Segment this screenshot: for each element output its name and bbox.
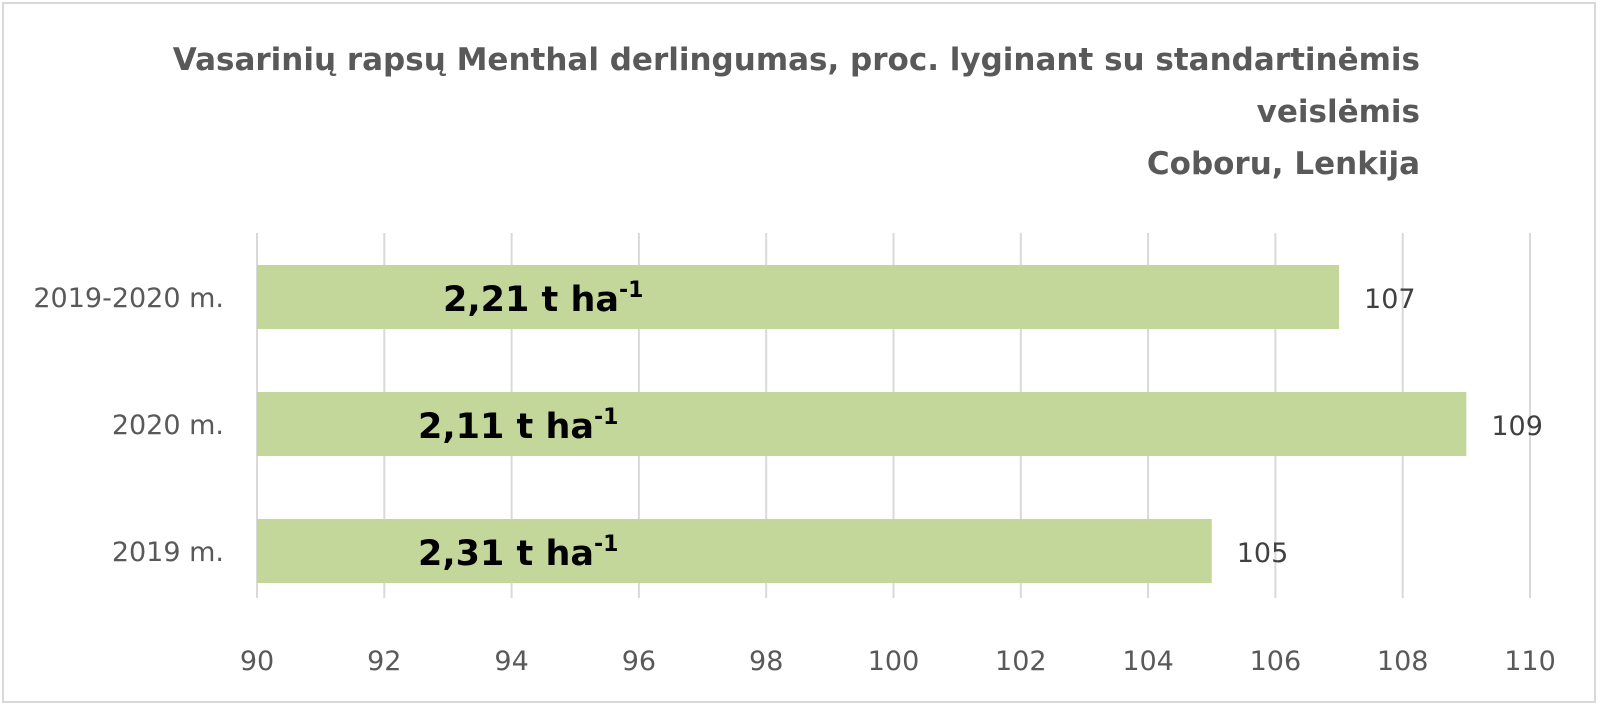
bar-annotation: 2,11 t ha-1 [418,405,618,447]
x-tick-label: 94 [494,646,528,677]
bar [257,519,1212,583]
x-tick-label: 110 [1504,646,1556,677]
x-tick-label: 100 [868,646,920,677]
data-label: 107 [1364,284,1416,315]
bar-annotation-main: 2,21 t ha [443,280,619,320]
x-tick-labels: 90 92 94 96 98 100 102 104 106 108 110 [240,646,1556,677]
category-label: 2019 m. [112,537,224,568]
chart-title-line-1: Vasarinių rapsų Menthal derlingumas, pro… [172,42,1420,78]
x-tick-label: 96 [622,646,656,677]
chart-title-line-3: Coboru, Lenkija [1146,146,1420,182]
bars [257,265,1467,583]
bar-annotation-main: 2,31 t ha [418,534,594,574]
category-labels: 2019-2020 m. 2020 m. 2019 m. [33,283,224,568]
x-tick-label: 104 [1122,646,1174,677]
x-tick-label: 108 [1377,646,1429,677]
bar-annotation: 2,31 t ha-1 [418,532,618,574]
bar-annotation-main: 2,11 t ha [418,407,594,447]
data-labels: 107 109 105 [1237,284,1543,569]
data-label: 109 [1491,411,1543,442]
x-tick-label: 102 [995,646,1047,677]
data-label: 105 [1237,538,1289,569]
bar-annotation-sup: -1 [594,405,618,430]
bar-annotations: 2,21 t ha-12,11 t ha-12,31 t ha-1 [418,278,643,574]
category-label: 2019-2020 m. [33,283,224,314]
bar-annotation-sup: -1 [619,278,643,303]
x-tick-label: 90 [240,646,274,677]
bar [257,265,1340,329]
chart-title: Vasarinių rapsų Menthal derlingumas, pro… [120,34,1420,190]
chart-title-line-2: veislėmis [1256,94,1420,130]
x-tick-label: 106 [1250,646,1302,677]
bar [257,392,1467,456]
bar-annotation: 2,21 t ha-1 [443,278,643,320]
category-label: 2020 m. [112,410,224,441]
bar-annotation-sup: -1 [594,532,618,557]
x-tick-label: 98 [749,646,783,677]
x-tick-label: 92 [367,646,401,677]
